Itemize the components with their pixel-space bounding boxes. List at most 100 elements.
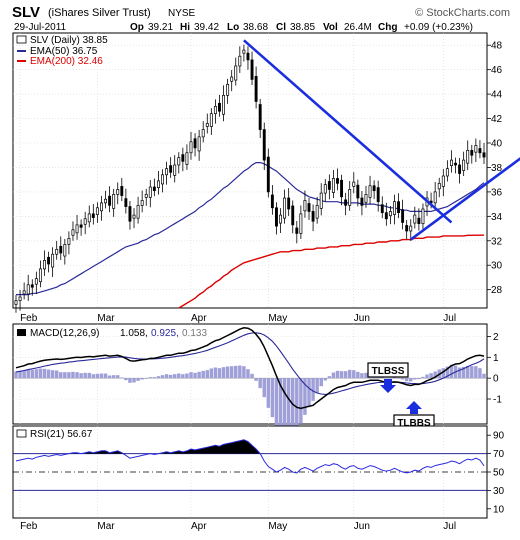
rsi-line-layer <box>15 439 485 474</box>
ema50-layer <box>16 162 485 296</box>
rsi-y-tick-label: 90 <box>493 431 505 442</box>
candle-body <box>258 104 262 130</box>
candle-body <box>165 168 169 176</box>
macd-histogram-bar <box>75 372 79 379</box>
price-y-tick-label: 44 <box>491 90 503 101</box>
price-y-tick-label: 30 <box>491 261 503 272</box>
ema200-line <box>178 234 484 309</box>
macd-y-tick-label: 2 <box>493 332 499 343</box>
candle-body <box>270 194 274 209</box>
candle-body <box>156 180 160 188</box>
macd-histogram-bar <box>274 378 279 427</box>
candle-body <box>83 218 87 225</box>
macd-histogram-bar <box>352 370 356 379</box>
candle-body <box>433 191 437 204</box>
candle-body <box>287 197 291 210</box>
macd-y-tick-label: -1 <box>493 395 502 406</box>
macd-histogram-bar <box>54 370 59 379</box>
candle-body <box>344 199 348 206</box>
macd-histogram-bar <box>295 378 299 431</box>
macd-histogram-bar <box>181 374 185 379</box>
watermark: © StockCharts.com <box>415 7 510 19</box>
rsi-x-tick-label: Jun <box>354 521 370 532</box>
price-legend-swatch <box>16 35 27 44</box>
macd-histogram-bar <box>140 378 144 380</box>
candle-body <box>79 224 83 228</box>
security-name: (iShares Silver Trust) <box>48 7 151 19</box>
macd-legend: MACD(12,26,9) 1.058, 0.925, 0.133 <box>17 328 207 339</box>
rsi-x-tick-label: Mar <box>97 521 115 532</box>
macd-histogram-bar <box>63 372 67 379</box>
macd-histogram-bar <box>168 374 173 379</box>
candle-body <box>393 201 396 215</box>
macd-histogram-bar <box>286 378 291 436</box>
candle-body <box>348 189 352 206</box>
candle-body <box>87 213 91 223</box>
macd-histogram-bar <box>246 369 250 379</box>
macd-panel: 210-1 MACD(12,26,9) 1.058, 0.925, 0.133 … <box>12 323 502 436</box>
macd-histogram-bar <box>197 371 201 379</box>
macd-histogram-bar <box>238 365 242 379</box>
macd-histogram-bar <box>50 370 55 379</box>
macd-histogram-bar <box>83 372 87 379</box>
price-legend-label: SLV (Daily) 38.85 <box>30 35 108 46</box>
macd-histogram-bar <box>242 366 246 379</box>
price-panel-frame <box>12 32 488 309</box>
macd-histogram-bar <box>266 378 271 408</box>
price-y-axis: 28 30 32 34 36 38 40 42 44 46 48 <box>487 41 503 296</box>
candle-body <box>55 248 59 255</box>
macd-histogram-bar <box>67 372 71 379</box>
macd-histogram-bar <box>136 378 140 381</box>
candle-body <box>218 102 221 112</box>
tlbss-annotation: TLBSS <box>367 362 409 393</box>
macd-histogram-bar <box>148 377 153 379</box>
macd-histogram-bar <box>160 375 165 379</box>
candle-body <box>413 214 417 224</box>
macd-histogram-bar <box>364 372 368 379</box>
trendlines <box>243 39 520 241</box>
macd-histogram-bar <box>356 371 360 379</box>
rsi-y-tick-label: 50 <box>493 468 505 479</box>
candle-body <box>409 225 413 232</box>
macd-histogram-bar <box>409 378 413 382</box>
macd-histogram-bar <box>441 368 446 379</box>
macd-histogram-bar <box>59 372 63 379</box>
candle-body <box>352 181 356 187</box>
candle-body <box>91 213 95 218</box>
macd-histogram-bar <box>250 373 254 379</box>
macd-histogram-bar <box>120 377 124 379</box>
macd-histogram-bar <box>14 371 18 379</box>
macd-legend-label: MACD(12,26,9) <box>30 328 99 339</box>
candle-body <box>22 290 26 295</box>
candle-body <box>458 164 462 174</box>
tlbss-label: TLBSS <box>372 366 405 377</box>
macd-histogram-bar <box>303 378 307 415</box>
price-x-tick-label: Apr <box>191 313 207 324</box>
candle-body <box>279 214 282 224</box>
candle-body <box>120 186 124 196</box>
candle-body <box>437 182 441 190</box>
tlbbs-label: TLBBS <box>397 418 431 429</box>
ema200-layer <box>178 234 484 309</box>
ema50-legend-label: EMA(50) 36.75 <box>30 46 98 57</box>
macd-histogram-bar <box>262 378 266 398</box>
rsi-x-tick-label: May <box>268 521 287 532</box>
tlbss-arrow-icon <box>380 379 396 393</box>
high-label: Hi <box>180 22 190 33</box>
candle-body <box>63 244 67 257</box>
candle-body <box>197 136 201 152</box>
open-value: 39.21 <box>148 22 173 33</box>
candle-body <box>59 245 63 254</box>
macd-histogram-bar <box>201 370 205 379</box>
macd-histogram-bar <box>291 378 295 435</box>
macd-line <box>15 327 485 410</box>
macd-histogram-bar <box>46 369 51 379</box>
macd-histogram-bar <box>217 368 222 379</box>
rsi-y-tick-label: 30 <box>493 486 505 497</box>
candle-body <box>315 204 319 219</box>
candle-body <box>295 227 299 234</box>
candle-body <box>254 76 258 102</box>
candle-body <box>213 105 217 115</box>
candle-body <box>327 181 331 190</box>
macd-y-tick-label: 1 <box>493 353 499 364</box>
